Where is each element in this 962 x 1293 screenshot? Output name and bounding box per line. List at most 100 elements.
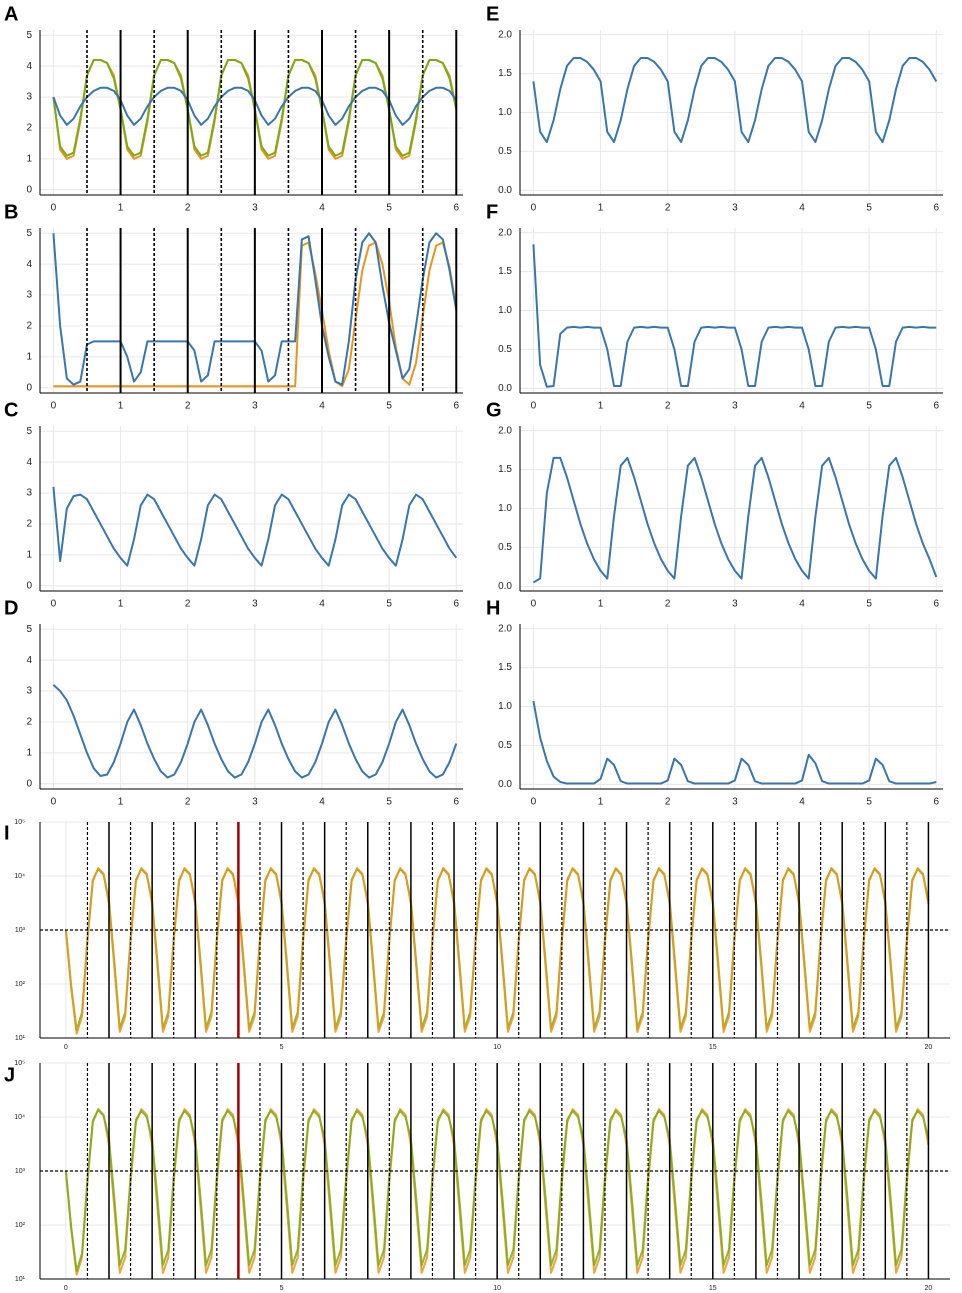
y-tick-label: 0.5 [498,740,512,751]
y-tick-label: 2 [26,519,32,530]
x-tick-label: 4 [319,203,325,214]
y-tick-label: 5 [26,228,32,239]
panel: 0 1 2 3 4 5 6 0.0 0.5 1.0 1.5 2.0 H [486,597,943,808]
y-tick-label: 5 [26,624,32,635]
y-tick-label: 2.0 [498,425,512,436]
panel-label: C [4,399,18,421]
x-tick-label: 3 [732,401,738,412]
y-tick-label: 0 [26,580,32,591]
panel-label: D [4,597,18,619]
panel-label: J [4,1064,15,1086]
y-tick-label: 1.5 [498,464,512,475]
panel: 0 1 2 3 4 5 6 0.0 0.5 1.0 1.5 2.0F [486,201,943,412]
panel-label: I [4,822,10,844]
x-tick-label: 1 [118,203,124,214]
y-tick-label: 0.0 [498,779,512,790]
y-tick-label: 3 [26,686,32,697]
y-tick-label: 0.5 [498,344,512,355]
x-tick-label: 4 [799,203,805,214]
x-tick-label: 6 [934,401,940,412]
y-tick-label: 10³ [15,927,26,934]
x-tick-label: 0 [51,599,57,610]
x-tick-label: 1 [118,797,124,808]
y-tick-label: 1.5 [498,662,512,673]
x-tick-label: 10 [493,1044,501,1051]
x-tick-label: 3 [252,401,258,412]
x-tick-label: 2 [665,203,671,214]
x-tick-label: 3 [732,203,738,214]
x-tick-label: 1 [598,599,604,610]
data-line [52,486,458,567]
y-tick-label: 1 [26,351,32,362]
y-tick-label: 1 [26,153,32,164]
y-tick-label: 0.5 [498,146,512,157]
x-tick-label: 0 [531,599,537,610]
y-tick-label: 2.0 [498,227,512,238]
panel-label: E [486,3,499,25]
x-tick-label: 4 [799,797,805,808]
x-tick-label: 3 [732,797,738,808]
x-tick-label: 5 [280,1044,284,1051]
panel: 0 1 2 3 4 5 6 0.0 0.5 1.0 1.5 2.0 E [486,3,943,214]
panel-label: F [486,201,498,223]
x-tick-label: 4 [319,599,325,610]
panel-label: B [4,201,18,223]
y-tick-label: 0 [26,184,32,195]
x-tick-label: 1 [118,599,124,610]
x-tick-label: 2 [185,599,191,610]
y-tick-label: 4 [26,61,32,72]
y-tick-label: 1.0 [498,503,512,514]
data-line [532,700,937,785]
y-tick-label: 10³ [15,1168,26,1175]
y-tick-label: 3 [26,290,32,301]
x-tick-label: 5 [866,599,872,610]
x-tick-label: 6 [454,599,460,610]
y-tick-label: 1.0 [498,305,512,316]
x-tick-label: 5 [386,401,392,412]
y-tick-label: 5 [26,30,32,41]
y-tick-label: 0.0 [498,581,512,592]
x-tick-label: 4 [319,797,325,808]
y-tick-label: 5 [26,426,32,437]
y-tick-label: 2.0 [498,623,512,634]
x-tick-label: 1 [118,401,124,412]
x-tick-label: 3 [252,797,258,808]
x-tick-label: 1 [598,401,604,412]
y-tick-label: 10¹ [15,1035,26,1042]
x-tick-label: 5 [866,401,872,412]
y-tick-label: 10⁵ [14,1060,25,1067]
y-tick-label: 1.5 [498,68,512,79]
x-tick-label: 1 [598,203,604,214]
x-tick-label: 3 [732,599,738,610]
y-tick-label: 4 [26,457,32,468]
y-tick-label: 2 [26,321,32,332]
y-tick-label: 0.0 [498,185,512,196]
x-tick-label: 6 [934,599,940,610]
y-tick-label: 3 [26,92,32,103]
y-tick-label: 1.5 [498,266,512,277]
x-tick-label: 6 [454,203,460,214]
y-tick-label: 10⁴ [14,873,25,880]
x-tick-label: 2 [185,203,191,214]
x-tick-label: 2 [185,797,191,808]
y-tick-label: 3 [26,488,32,499]
x-tick-label: 6 [934,797,940,808]
x-tick-label: 0 [531,401,537,412]
x-tick-label: 4 [799,599,805,610]
data-line [532,244,937,388]
x-tick-label: 10 [493,1285,501,1292]
panel: 0 1 2 3 4 5 6 0.0 0.5 1.0 1.5 2.0 G [486,399,943,610]
x-tick-label: 2 [665,599,671,610]
x-tick-label: 2 [665,401,671,412]
x-tick-label: 0 [51,401,57,412]
data-line [532,456,938,584]
x-tick-label: 15 [709,1285,717,1292]
y-tick-label: 10² [15,981,26,988]
x-tick-label: 5 [280,1285,284,1292]
panel-label: H [486,597,500,619]
y-tick-label: 2.0 [498,29,512,40]
x-tick-label: 1 [598,797,604,808]
